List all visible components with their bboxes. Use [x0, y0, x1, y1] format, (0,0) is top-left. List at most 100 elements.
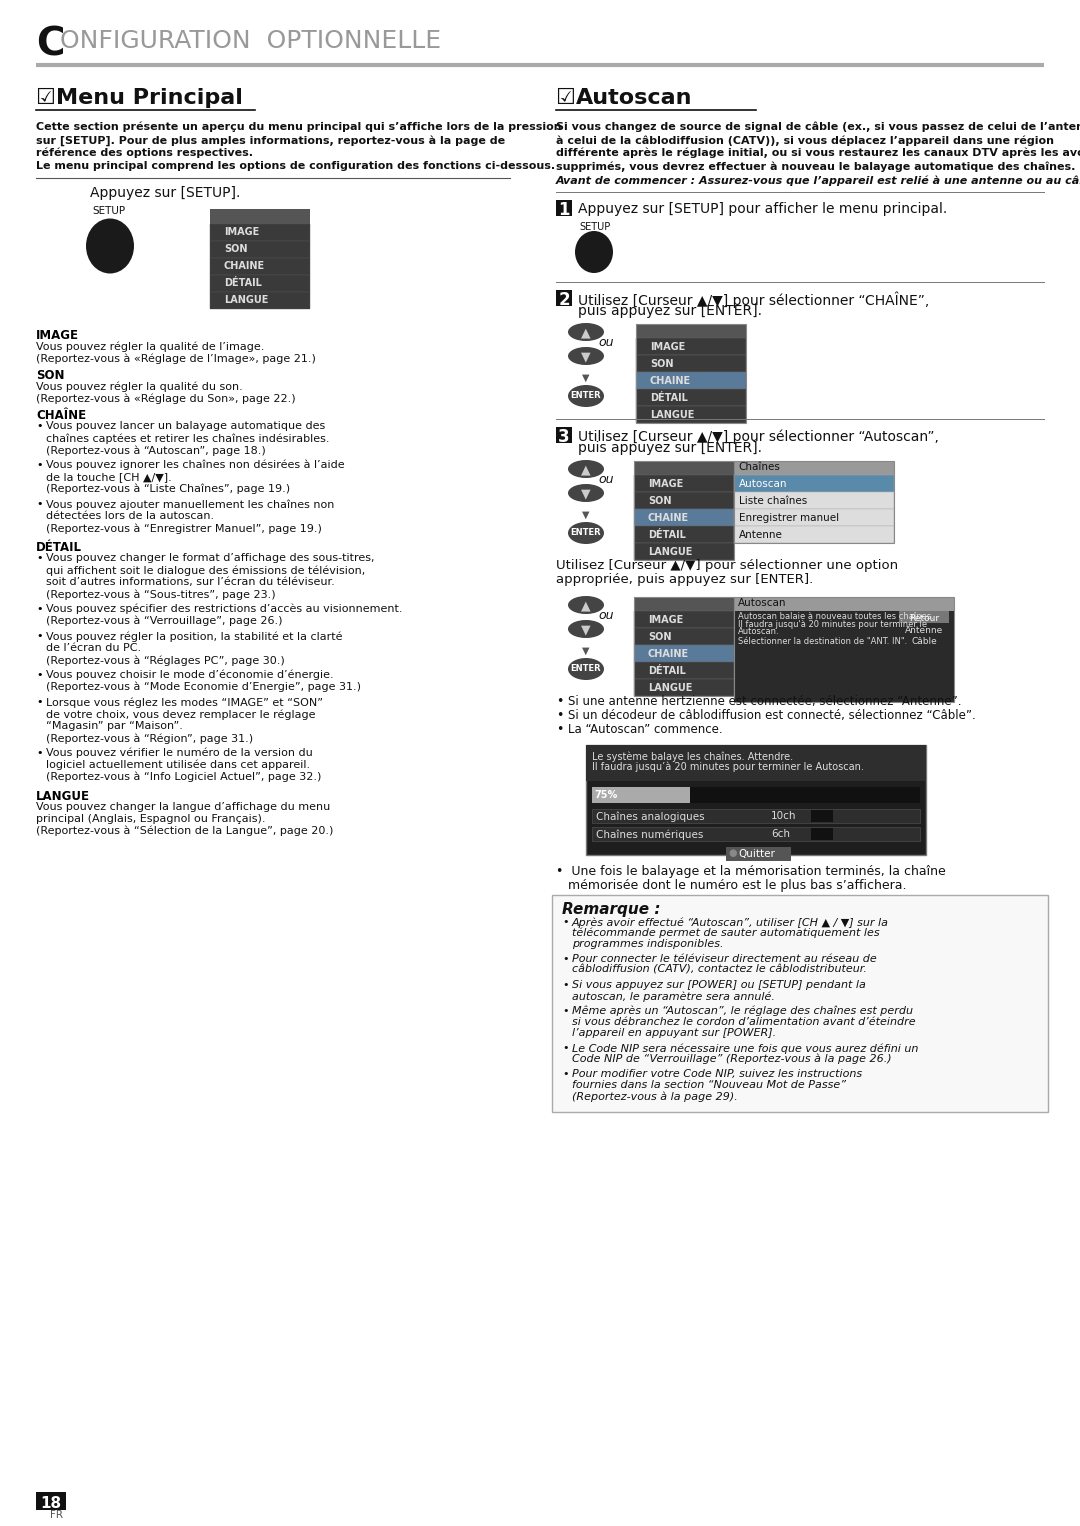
FancyBboxPatch shape [634, 526, 734, 543]
Ellipse shape [568, 459, 604, 478]
Text: Même après un “Autoscan”, le réglage des chaînes est perdu: Même après un “Autoscan”, le réglage des… [572, 1006, 913, 1016]
Text: Chaînes: Chaînes [738, 462, 780, 472]
Text: SON: SON [36, 369, 65, 382]
FancyBboxPatch shape [210, 209, 310, 224]
Text: Si un décodeur de câblodiffusion est connecté, sélectionnez “Câble”.: Si un décodeur de câblodiffusion est con… [568, 710, 975, 722]
Text: Chaînes analogiques: Chaînes analogiques [596, 810, 704, 821]
FancyBboxPatch shape [634, 610, 734, 629]
Text: Chaînes numériques: Chaînes numériques [596, 829, 703, 839]
Text: 2: 2 [558, 291, 570, 308]
Text: Câble: Câble [912, 636, 936, 645]
Text: différente après le réglage initial, ou si vous restaurez les canaux DTV après l: différente après le réglage initial, ou … [556, 148, 1080, 159]
Text: ou: ou [598, 473, 613, 485]
Text: Si vous appuyez sur [POWER] ou [SETUP] pendant la: Si vous appuyez sur [POWER] ou [SETUP] p… [572, 980, 866, 990]
FancyBboxPatch shape [734, 597, 954, 610]
Text: ▲: ▲ [581, 462, 591, 476]
FancyBboxPatch shape [586, 745, 926, 781]
Text: à celui de la câblodiffusion (CATV)), si vous déplacez l’appareil dans une régio: à celui de la câblodiffusion (CATV)), si… [556, 134, 1054, 145]
Text: Si vous changez de source de signal de câble (ex., si vous passez de celui de l’: Si vous changez de source de signal de c… [556, 122, 1080, 133]
Text: •: • [556, 723, 564, 736]
Text: ▼: ▼ [581, 623, 591, 636]
FancyBboxPatch shape [634, 475, 734, 491]
Text: LANGUE: LANGUE [224, 295, 268, 305]
Text: •  Une fois le balayage et la mémorisation terminés, la chaîne: • Une fois le balayage et la mémorisatio… [556, 865, 946, 877]
Text: Antenne: Antenne [739, 530, 783, 540]
Ellipse shape [568, 597, 604, 613]
Text: logiciel actuellement utilisée dans cet appareil.: logiciel actuellement utilisée dans cet … [46, 760, 310, 771]
Text: (Reportez-vous à “Sélection de la Langue”, page 20.): (Reportez-vous à “Sélection de la Langue… [36, 826, 334, 836]
Text: Lorsque vous réglez les modes “IMAGE” et “SON”: Lorsque vous réglez les modes “IMAGE” et… [46, 697, 323, 708]
Text: Si une antenne hertzienne est connectée, sélectionnez “Antenne”.: Si une antenne hertzienne est connectée,… [568, 694, 961, 708]
FancyBboxPatch shape [556, 290, 572, 307]
Text: chaînes captées et retirer les chaînes indésirables.: chaînes captées et retirer les chaînes i… [46, 433, 329, 444]
Text: ☑: ☑ [556, 89, 584, 108]
Text: ▼: ▼ [582, 372, 590, 383]
FancyBboxPatch shape [634, 629, 734, 645]
Ellipse shape [568, 346, 604, 365]
FancyBboxPatch shape [734, 475, 894, 491]
Text: IMAGE: IMAGE [650, 342, 685, 353]
Text: Autoscan.: Autoscan. [738, 627, 780, 636]
FancyBboxPatch shape [556, 200, 572, 217]
Text: ENTER: ENTER [570, 391, 602, 400]
Text: ENTER: ENTER [570, 528, 602, 537]
Text: •: • [562, 980, 569, 990]
Text: Utilisez [Curseur ▲/▼] pour sélectionner une option: Utilisez [Curseur ▲/▼] pour sélectionner… [556, 559, 899, 572]
Text: Il faudra jusqu’à 20 minutes pour terminer le Autoscan.: Il faudra jusqu’à 20 minutes pour termin… [592, 761, 864, 772]
Text: (Reportez-vous à “Info Logiciel Actuel”, page 32.): (Reportez-vous à “Info Logiciel Actuel”,… [46, 772, 322, 783]
Text: principal (Anglais, Espagnol ou Français).: principal (Anglais, Espagnol ou Français… [36, 813, 266, 824]
Text: CHAINE: CHAINE [648, 513, 689, 523]
FancyBboxPatch shape [636, 324, 746, 337]
Text: •: • [36, 421, 42, 430]
Text: supprimés, vous devrez effectuer à nouveau le balayage automatique des chaînes.: supprimés, vous devrez effectuer à nouve… [556, 162, 1076, 171]
Text: (Reportez-vous à “Région”, page 31.): (Reportez-vous à “Région”, page 31.) [46, 732, 253, 743]
FancyBboxPatch shape [634, 679, 734, 696]
Text: LANGUE: LANGUE [650, 410, 694, 420]
Ellipse shape [568, 324, 604, 340]
Text: Menu Principal: Menu Principal [56, 89, 243, 108]
Text: “Magasin” par “Maison”.: “Magasin” par “Maison”. [46, 720, 183, 731]
FancyBboxPatch shape [552, 896, 1048, 1112]
Text: IMAGE: IMAGE [36, 330, 79, 342]
Ellipse shape [86, 218, 134, 273]
FancyBboxPatch shape [592, 809, 920, 823]
Text: •: • [562, 917, 569, 926]
Text: IMAGE: IMAGE [224, 227, 259, 237]
Text: Après avoir effectué “Autoscan”, utiliser [CH ▲ / ▼] sur la: Après avoir effectué “Autoscan”, utilise… [572, 917, 889, 928]
Text: Vous pouvez vérifier le numéro de la version du: Vous pouvez vérifier le numéro de la ver… [46, 748, 313, 758]
Text: programmes indisponibles.: programmes indisponibles. [572, 938, 724, 949]
Text: (Reportez-vous à “Réglages PC”, page 30.): (Reportez-vous à “Réglages PC”, page 30.… [46, 655, 285, 665]
Text: Cette section présente un aperçu du menu principal qui s’affiche lors de la pres: Cette section présente un aperçu du menu… [36, 122, 562, 133]
Text: ▼: ▼ [581, 349, 591, 363]
Text: 6ch: 6ch [771, 829, 789, 839]
FancyBboxPatch shape [210, 224, 310, 241]
FancyBboxPatch shape [726, 847, 791, 861]
FancyBboxPatch shape [634, 510, 734, 526]
Text: Il faudra jusqu'à 20 minutes pour terminer le: Il faudra jusqu'à 20 minutes pour termin… [738, 620, 927, 629]
Text: ▲: ▲ [581, 327, 591, 339]
Text: ☑: ☑ [36, 89, 64, 108]
Text: Quitter: Quitter [738, 848, 774, 859]
Ellipse shape [568, 522, 604, 543]
Text: Appuyez sur [SETUP].: Appuyez sur [SETUP]. [90, 186, 241, 200]
Ellipse shape [575, 230, 613, 273]
Text: Liste chaînes: Liste chaînes [739, 496, 807, 507]
Text: Vous pouvez régler la position, la stabilité et la clarté: Vous pouvez régler la position, la stabi… [46, 630, 342, 641]
FancyBboxPatch shape [634, 662, 734, 679]
Text: SON: SON [650, 359, 674, 369]
Text: (Reportez-vous à “Mode Economie d’Energie”, page 31.): (Reportez-vous à “Mode Economie d’Energi… [46, 682, 361, 693]
Text: télécommande permet de sauter automatiquement les: télécommande permet de sauter automatiqu… [572, 928, 879, 938]
Text: Vous pouvez ignorer les chaînes non désirées à l’aide: Vous pouvez ignorer les chaînes non dési… [46, 459, 345, 470]
Text: 18: 18 [40, 1495, 62, 1511]
FancyBboxPatch shape [636, 372, 746, 389]
Text: 10ch: 10ch [771, 810, 797, 821]
Text: (Reportez-vous à “Autoscan”, page 18.): (Reportez-vous à “Autoscan”, page 18.) [46, 446, 266, 455]
FancyBboxPatch shape [734, 526, 894, 543]
Text: ▼: ▼ [582, 645, 590, 656]
Text: (Reportez-vous à “Sous-titres”, page 23.): (Reportez-vous à “Sous-titres”, page 23.… [46, 589, 275, 600]
Text: ONFIGURATION  OPTIONNELLE: ONFIGURATION OPTIONNELLE [60, 29, 441, 53]
Text: (Reportez-vous à “Verrouillage”, page 26.): (Reportez-vous à “Verrouillage”, page 26… [46, 617, 283, 627]
Text: Vous pouvez spécifier des restrictions d’accès au visionnement.: Vous pouvez spécifier des restrictions d… [46, 604, 403, 615]
FancyBboxPatch shape [734, 510, 894, 526]
Text: de votre choix, vous devez remplacer le réglage: de votre choix, vous devez remplacer le … [46, 710, 315, 719]
